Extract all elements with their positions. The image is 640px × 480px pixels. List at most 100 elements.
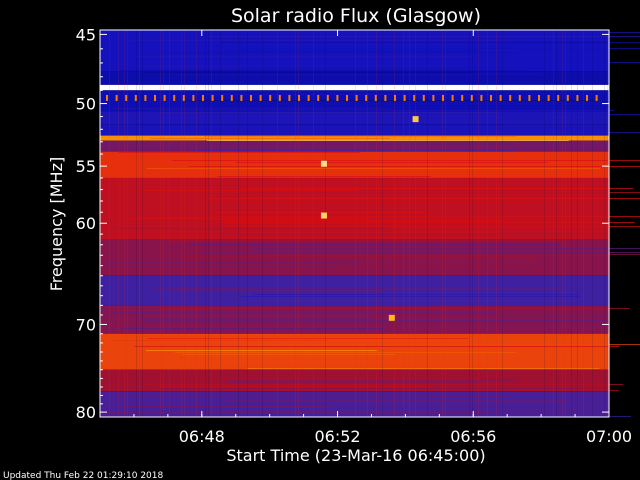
interference-pulse: [269, 94, 272, 101]
noise-streak: [129, 40, 511, 41]
noise-striation: [181, 30, 182, 417]
noise-striation: [196, 30, 197, 417]
noise-streak: [130, 218, 373, 219]
noise-streak: [208, 114, 640, 115]
noise-streak: [211, 170, 576, 171]
noise-streak: [145, 384, 624, 385]
x-tick-label: 07:00: [586, 427, 632, 446]
interference-pulse: [442, 94, 444, 101]
noise-streak: [162, 112, 498, 113]
noise-striation: [142, 30, 143, 417]
noise-streak: [141, 190, 358, 191]
x-axis-label: Start Time (23-Mar-16 06:45:00): [226, 446, 485, 465]
interference-pulse: [470, 94, 473, 101]
noise-streak: [188, 166, 640, 167]
radio-burst: [320, 160, 327, 167]
noise-striation: [169, 30, 170, 417]
interference-pulse: [202, 94, 204, 101]
interference-pulse: [432, 94, 435, 101]
noise-streak: [146, 168, 601, 169]
interference-pulse: [547, 94, 550, 101]
noise-striation: [205, 30, 206, 417]
noise-striation: [472, 30, 473, 417]
noise-streak: [171, 160, 640, 161]
noise-striation: [163, 30, 164, 417]
noise-streak: [241, 296, 579, 297]
noise-streak: [180, 256, 539, 257]
noise-streak: [112, 312, 497, 313]
noise-streak: [112, 228, 392, 229]
noise-streak: [174, 352, 517, 353]
interference-pulse: [576, 94, 579, 101]
noise-streak: [204, 136, 517, 137]
noise-streak: [154, 288, 562, 289]
noise-streak: [132, 134, 543, 135]
noise-streak: [193, 88, 402, 89]
radio-burst: [320, 212, 327, 219]
noise-striation: [325, 30, 326, 417]
noise-streak: [219, 234, 576, 235]
noise-streak: [111, 340, 330, 341]
noise-streak: [242, 188, 634, 189]
noise-streak: [116, 408, 434, 409]
noise-streak: [134, 346, 620, 347]
noise-striation: [478, 30, 479, 417]
frequency-band: [100, 239, 609, 276]
noise-streak: [124, 406, 330, 407]
noise-streak: [243, 192, 640, 193]
noise-streak: [213, 212, 426, 213]
noise-striation: [571, 30, 572, 417]
noise-striation: [583, 30, 584, 417]
noise-streak: [239, 322, 460, 323]
interference-pulse: [518, 94, 521, 101]
noise-striation: [211, 30, 212, 417]
interference-pulse: [192, 94, 195, 101]
noise-streak: [173, 146, 419, 147]
y-tick-label: 50: [76, 95, 96, 114]
noise-striation: [139, 30, 140, 417]
noise-streak: [157, 194, 414, 195]
noise-striation: [376, 30, 377, 417]
frequency-band: [100, 84, 609, 91]
noise-striation: [427, 30, 428, 417]
noise-streak: [225, 226, 640, 227]
y-tick-label: 45: [76, 25, 96, 44]
interference-pulse: [336, 94, 339, 101]
noise-streak: [228, 380, 517, 381]
noise-streak: [121, 364, 492, 365]
noise-striation: [160, 30, 161, 417]
noise-streak: [210, 306, 432, 307]
noise-striation: [382, 30, 383, 417]
noise-streak: [211, 46, 528, 47]
noise-streak: [102, 412, 490, 413]
noise-streak: [247, 368, 600, 369]
interference-pulse: [413, 94, 416, 101]
noise-striation: [469, 30, 470, 417]
noise-striation: [502, 30, 503, 417]
interference-pulse: [499, 94, 502, 101]
noise-streak: [251, 294, 579, 295]
interference-pulse: [355, 94, 358, 101]
noise-striation: [184, 30, 185, 417]
noise-striation: [544, 30, 545, 417]
noise-striation: [220, 30, 221, 417]
interference-pulse: [595, 94, 598, 101]
noise-striation: [313, 30, 314, 417]
noise-streak: [143, 320, 605, 321]
noise-streak: [223, 366, 575, 367]
interference-pulse: [480, 94, 483, 101]
noise-streak: [243, 344, 640, 345]
noise-streak: [170, 178, 486, 179]
interference-pulse: [163, 94, 166, 101]
noise-striation: [415, 30, 416, 417]
noise-streak: [113, 108, 392, 109]
interference-pulse: [346, 94, 348, 101]
interference-pulse: [422, 94, 425, 101]
noise-streak: [208, 36, 640, 37]
interference-pulse: [230, 94, 233, 101]
interference-pulse: [288, 94, 291, 101]
noise-streak: [114, 64, 529, 65]
interference-pulse: [509, 94, 512, 101]
y-tick-label: 80: [76, 403, 96, 422]
interference-pulse: [394, 94, 396, 101]
